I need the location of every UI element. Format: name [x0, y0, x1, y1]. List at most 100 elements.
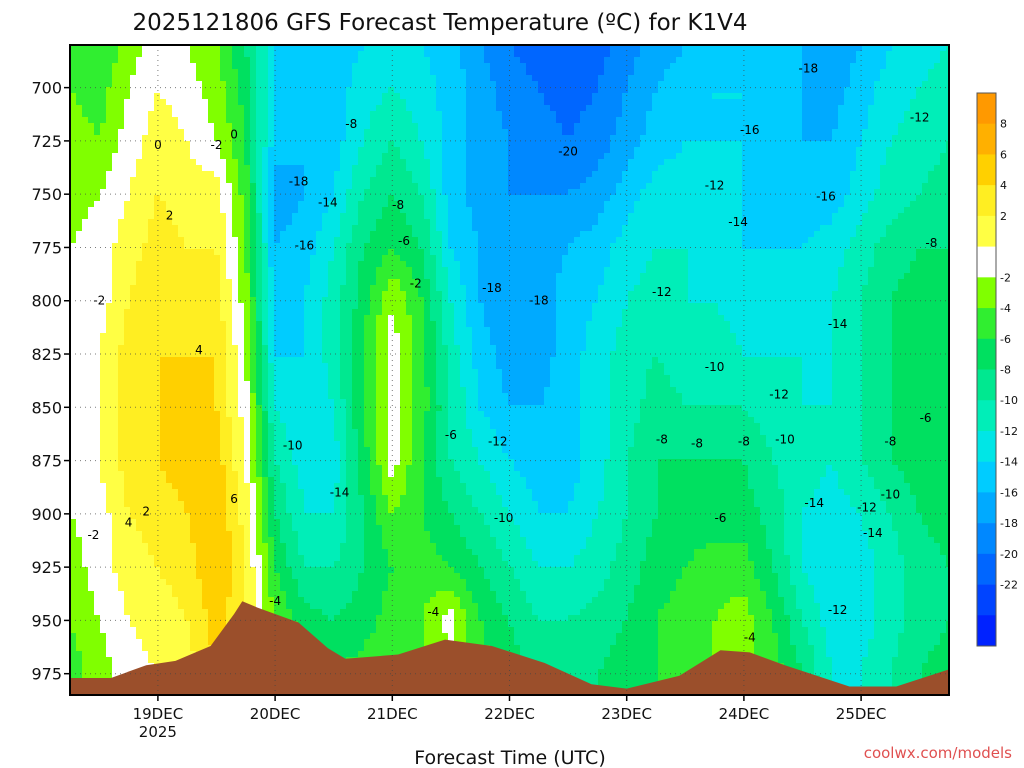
field-cell [484, 87, 491, 94]
field-cell [514, 135, 521, 142]
field-cell [208, 51, 215, 58]
field-cell [544, 99, 551, 106]
field-cell [634, 75, 641, 82]
field-cell [712, 45, 719, 52]
field-cell [664, 57, 671, 64]
field-cell [718, 165, 725, 172]
field-cell [610, 81, 617, 88]
field-cell [844, 213, 851, 220]
field-cell [712, 111, 719, 118]
field-cell [880, 213, 887, 220]
field-cell [454, 135, 461, 142]
field-cell [382, 51, 389, 58]
field-cell [574, 177, 581, 184]
field-cell [850, 243, 857, 250]
field-cell [388, 147, 395, 154]
field-cell [562, 165, 569, 172]
field-cell [394, 171, 401, 178]
field-cell [868, 141, 875, 148]
field-cell [754, 195, 761, 202]
field-cell [856, 201, 863, 208]
field-cell [568, 87, 575, 94]
field-cell [490, 123, 497, 130]
field-cell [478, 201, 485, 208]
field-cell [196, 201, 203, 208]
field-cell [832, 195, 839, 202]
field-cell [280, 243, 287, 250]
field-cell [652, 105, 659, 112]
field-cell [76, 81, 83, 88]
field-cell [634, 45, 641, 52]
field-cell [172, 171, 179, 178]
field-cell [400, 105, 407, 112]
field-cell [934, 153, 941, 160]
field-cell [502, 165, 509, 172]
field-cell [874, 159, 881, 166]
field-cell [664, 129, 671, 136]
field-cell [460, 51, 467, 58]
field-cell [634, 81, 641, 88]
field-cell [646, 177, 653, 184]
field-cell [634, 201, 641, 208]
field-cell [304, 213, 311, 220]
field-cell [160, 51, 167, 58]
field-cell [682, 153, 689, 160]
field-cell [76, 69, 83, 76]
field-cell [676, 111, 683, 118]
field-cell [928, 225, 935, 232]
field-cell [574, 87, 581, 94]
field-cell [670, 165, 677, 172]
field-cell [106, 189, 113, 196]
field-cell [574, 243, 581, 250]
field-cell [868, 213, 875, 220]
field-cell [532, 69, 539, 76]
field-cell [370, 219, 377, 226]
field-cell [796, 231, 803, 238]
field-cell [520, 195, 527, 202]
field-cell [538, 189, 545, 196]
field-cell [436, 63, 443, 70]
field-cell [688, 93, 695, 100]
field-cell [436, 141, 443, 148]
field-cell [610, 183, 617, 190]
field-cell [688, 207, 695, 214]
field-cell [388, 183, 395, 190]
field-cell [262, 165, 269, 172]
field-cell [76, 237, 83, 244]
field-cell [418, 189, 425, 196]
field-cell [844, 141, 851, 148]
field-cell [532, 213, 539, 220]
field-cell [496, 183, 503, 190]
field-cell [472, 141, 479, 148]
field-cell [796, 135, 803, 142]
field-cell [742, 165, 749, 172]
field-cell [274, 159, 281, 166]
field-cell [292, 111, 299, 118]
field-cell [220, 105, 227, 112]
field-cell [700, 135, 707, 142]
field-cell [862, 201, 869, 208]
field-cell [232, 153, 239, 160]
field-cell [514, 123, 521, 130]
field-cell [460, 189, 467, 196]
field-cell [454, 141, 461, 148]
field-cell [796, 63, 803, 70]
field-cell [292, 171, 299, 178]
field-cell [328, 171, 335, 178]
field-cell [922, 51, 929, 58]
field-cell [340, 63, 347, 70]
field-cell [118, 189, 125, 196]
field-cell [256, 225, 263, 232]
field-cell [130, 189, 137, 196]
field-cell [826, 213, 833, 220]
field-cell [736, 237, 743, 244]
field-cell [808, 111, 815, 118]
field-cell [658, 195, 665, 202]
field-cell [430, 207, 437, 214]
field-cell [586, 177, 593, 184]
field-cell [886, 243, 893, 250]
field-cell [340, 141, 347, 148]
field-cell [694, 213, 701, 220]
field-cell [334, 171, 341, 178]
field-cell [652, 171, 659, 178]
